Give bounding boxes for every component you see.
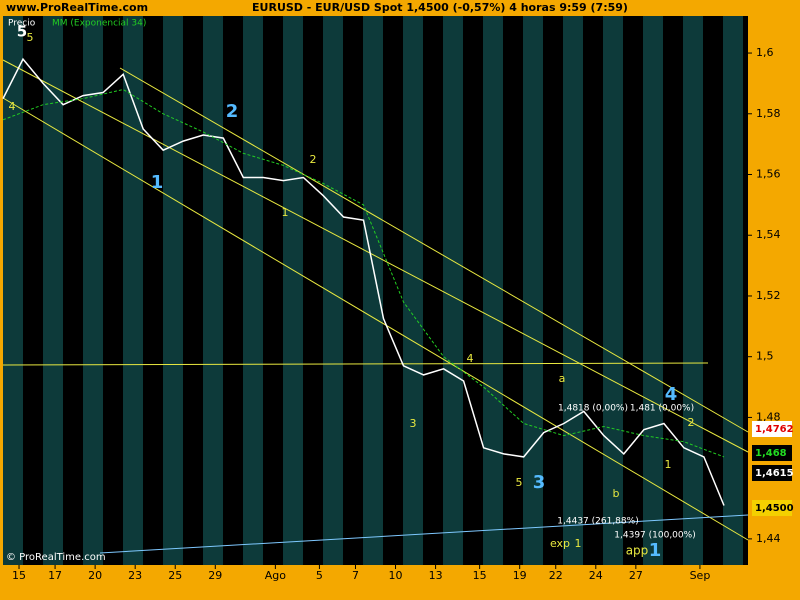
wave-label: exp xyxy=(550,537,570,550)
chart-title: EURUSD - EUR/USD Spot 1,4500 (-0,57%) 4 … xyxy=(252,1,628,14)
support-line xyxy=(99,514,749,554)
wave-label: 1 xyxy=(282,206,289,219)
wave-label: 5 xyxy=(27,31,34,44)
y-tick-label: 1,58 xyxy=(756,107,781,120)
x-tick-label: 23 xyxy=(128,569,142,582)
legend-entry: MM (Exponencial 34) xyxy=(52,19,146,29)
y-tick-label: 1,52 xyxy=(756,289,781,302)
stripe xyxy=(163,16,183,565)
x-tick-label: Sep xyxy=(690,569,711,582)
x-tick-label: Ago xyxy=(265,569,287,582)
stripe xyxy=(483,16,503,565)
stripe xyxy=(203,16,223,565)
wave-label: 4 xyxy=(467,352,474,365)
wave-label: 1,4818 (0,00%) xyxy=(558,404,628,414)
stripe xyxy=(43,16,63,565)
x-tick-label: 25 xyxy=(168,569,182,582)
price-marker-box xyxy=(752,445,792,461)
price-marker: 1,468 xyxy=(755,448,787,459)
wave-label: 1 xyxy=(575,537,582,550)
footer: © ProRealTime.com xyxy=(6,552,106,563)
y-tick-label: 1,44 xyxy=(756,532,781,545)
wave-label: 1 xyxy=(151,172,164,193)
y-tick-label: 1,54 xyxy=(756,228,781,241)
x-tick-label: 15 xyxy=(12,569,26,582)
stripe xyxy=(403,16,423,565)
wave-label: 3 xyxy=(410,417,417,430)
wave-label: 1 xyxy=(665,458,672,471)
stripe xyxy=(443,16,463,565)
overlay-lines xyxy=(2,59,749,554)
y-tick-label: 1,5 xyxy=(756,350,774,363)
wave-label: a xyxy=(559,372,566,385)
stripe xyxy=(643,16,663,565)
stripe xyxy=(563,16,583,565)
x-tick-label: 29 xyxy=(208,569,222,582)
x-tick-label: 15 xyxy=(473,569,487,582)
x-tick-label: 5 xyxy=(316,569,323,582)
x-tick-label: 17 xyxy=(48,569,62,582)
wave-label: 5 xyxy=(516,476,523,489)
stripe xyxy=(363,16,383,565)
series-line xyxy=(2,88,725,458)
stripe xyxy=(3,16,23,565)
stripe xyxy=(283,16,303,565)
wave-label: app xyxy=(626,544,649,558)
stripe xyxy=(603,16,623,565)
wave-label: 2 xyxy=(226,101,239,122)
x-tick-label: 27 xyxy=(629,569,643,582)
stripes xyxy=(3,16,743,565)
stripe xyxy=(123,16,143,565)
x-tick-label: 24 xyxy=(589,569,603,582)
wave-label: 1,4397 (100,00%) xyxy=(614,531,695,541)
x-tick-label: 10 xyxy=(389,569,403,582)
x-tick-label: 7 xyxy=(352,569,359,582)
y-tick-label: 1,6 xyxy=(756,46,774,59)
stripe xyxy=(723,16,743,565)
y-tick-label: 1,48 xyxy=(756,410,781,423)
horizontal-line xyxy=(2,362,709,366)
series-line xyxy=(2,57,725,506)
wave-label: 1 xyxy=(649,540,662,561)
channel-line xyxy=(119,67,749,433)
price-marker-box xyxy=(752,465,792,481)
x-tick-label: 20 xyxy=(88,569,102,582)
stripe xyxy=(683,16,703,565)
price-marker: 1,4762 xyxy=(755,424,794,435)
price-marker: 1,4615 xyxy=(755,468,794,479)
x-tick-label: 22 xyxy=(549,569,563,582)
wave-label: 4 xyxy=(9,100,16,113)
legend-entry: Precio xyxy=(8,19,36,29)
x-tick-label: 13 xyxy=(429,569,443,582)
price-marker: 1,4500 xyxy=(755,503,794,514)
wave-label: 4 xyxy=(665,384,678,405)
stripe xyxy=(83,16,103,565)
stripe xyxy=(243,16,263,565)
wave-label: 5 xyxy=(17,23,27,41)
x-tick-label: 19 xyxy=(513,569,527,582)
wave-label: 1,4437 (261,88%) xyxy=(557,517,638,527)
stripe xyxy=(323,16,343,565)
wave-label: 2 xyxy=(310,153,317,166)
channel-line xyxy=(2,59,749,453)
wave-label: 1,481 (0,00%) xyxy=(630,404,694,414)
wave-label: 2 xyxy=(688,416,695,429)
site-name: www.ProRealTime.com xyxy=(6,1,148,14)
y-tick-label: 1,56 xyxy=(756,168,781,181)
channel-line xyxy=(2,97,749,541)
price-marker-box xyxy=(752,421,792,437)
wave-label: 3 xyxy=(533,472,546,493)
wave-label: b xyxy=(613,487,620,500)
price-marker-box xyxy=(752,500,792,516)
stripe xyxy=(523,16,543,565)
